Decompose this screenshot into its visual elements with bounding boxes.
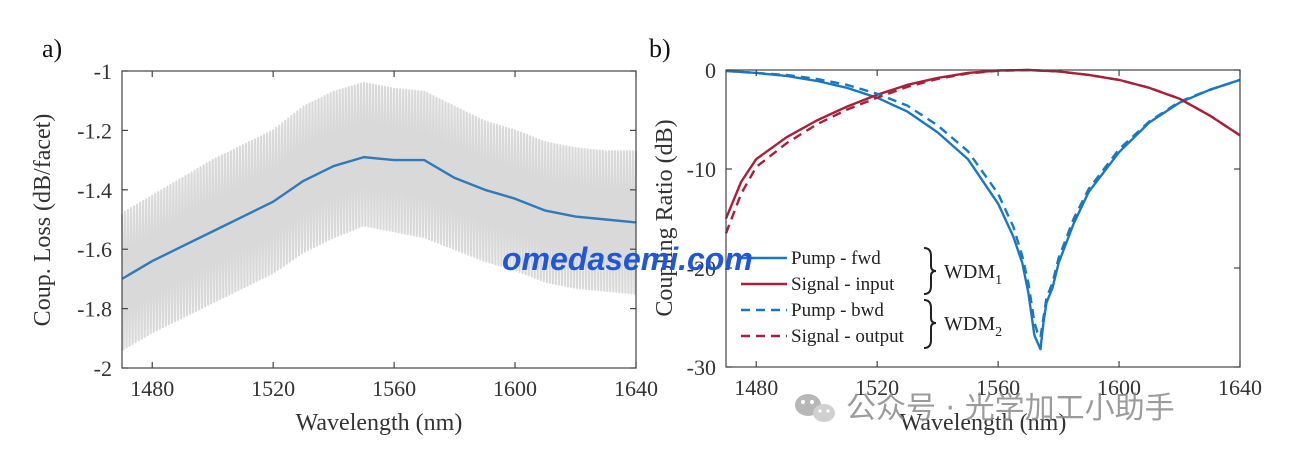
chart-panel-b: b) 1480 1520 1560 1600 1640 0 -10 -20 -30 Wavel… [649,34,1262,436]
x-tick-label-b-1480: 1480 [734,375,778,400]
x-ticks-b: 1480 1520 1560 1600 1640 [734,70,1262,400]
y-ticks-b: 0 -10 -20 -30 [687,58,1240,380]
x-tick-label-a-1520: 1520 [251,376,295,401]
y-tick-label-a-4: -1.8 [77,297,112,322]
legend-group-wdm1: WDM1 [944,261,1002,288]
y-tick-label-a-1: -1.2 [77,118,112,143]
y-ticks-a: -1 -1.2 -1.4 -1.6 -1.8 -2 [77,59,636,381]
y-tick-label-a-0: -1 [94,59,112,84]
y-axis-label-b: Coupling Ratio (dB) [652,119,678,316]
loss-oscillation-band [120,81,638,351]
loss-band-core [122,125,636,303]
legend-label-pump-fwd: Pump - fwd [791,248,881,269]
x-ticks-a: 1480 1520 1560 1600 1640 [130,71,658,401]
watermark: omedasemi.com [502,241,753,277]
series-line-signal-input [724,68,1241,219]
chart-panel-a: a) 1480 1520 1560 1600 1640 -1-1.2-1.4-1.6-1… [30,34,658,436]
panel-label-a: a) [42,34,62,63]
x-tick-label-b-1640: 1640 [1218,375,1262,400]
legend-group-wdm2-subscript: 2 [995,325,1002,340]
panel-label-b: b) [649,34,671,63]
legend-entry-pump-fwd: Pump - fwd [741,248,881,269]
x-axis-label-b: Wavelength (nm) [900,410,1067,436]
legend-label-signal-output: Signal - output [791,326,905,347]
legend-entry-signal-input: Signal - input [741,274,895,295]
x-tick-label-a-1560: 1560 [372,376,416,401]
coupling-loss-lines-layer [121,155,637,280]
x-tick-label-b-1520: 1520 [855,375,899,400]
x-tick-label-b-1600: 1600 [1097,375,1141,400]
legend-label-signal-input: Signal - input [791,274,895,295]
series-line-a-0 [121,155,637,280]
x-axis-label-a: Wavelength (nm) [296,410,463,436]
y-tick-label-b-2: -20 [687,256,716,281]
legend-group-wdm2: WDM2 [944,313,1002,340]
x-tick-label-a-1600: 1600 [493,376,537,401]
legend-entry-signal-output: Signal - output [741,326,905,347]
plot-frame-b [725,69,1241,368]
legend: Pump - fwd Signal - input Pump - bwd Sig… [735,240,1002,352]
plot-frame-a [121,70,637,369]
legend-group-wdm1-label: WDM [944,261,995,283]
y-tick-label-b-3: -30 [687,355,716,380]
coupling-ratio-lines-layer [724,68,1241,351]
legend-group-wdm2-label: WDM [944,313,995,335]
legend-brace-wdm1 [923,247,937,295]
wechat-caption: 公众号 · 光学加工小助手 [846,391,1175,426]
y-tick-label-a-3: -1.6 [77,237,112,262]
y-tick-label-a-2: -1.4 [77,178,112,203]
x-tick-label-a-1640: 1640 [614,376,658,401]
y-tick-label-b-0: 0 [705,58,716,83]
x-tick-label-b-1560: 1560 [976,375,1020,400]
series-line-pump-fwd [725,69,1241,351]
legend-entry-pump-bwd: Pump - bwd [741,300,884,321]
y-tick-label-b-1: -10 [687,157,716,182]
y-axis-label-a: Coup. Loss (dB/facet) [30,114,56,327]
coupling-loss-band-layer [120,81,638,351]
wechat-watermark: 公众号 · 光学加工小助手 [795,391,1175,426]
y-tick-label-a-5: -2 [94,356,112,381]
series-line-signal-output [724,68,1241,234]
legend-group-wdm1-subscript: 1 [995,273,1002,288]
x-tick-label-a-1480: 1480 [130,376,174,401]
wechat-icon [795,394,835,422]
legend-brace-wdm2 [923,299,937,349]
legend-label-pump-bwd: Pump - bwd [791,300,884,321]
